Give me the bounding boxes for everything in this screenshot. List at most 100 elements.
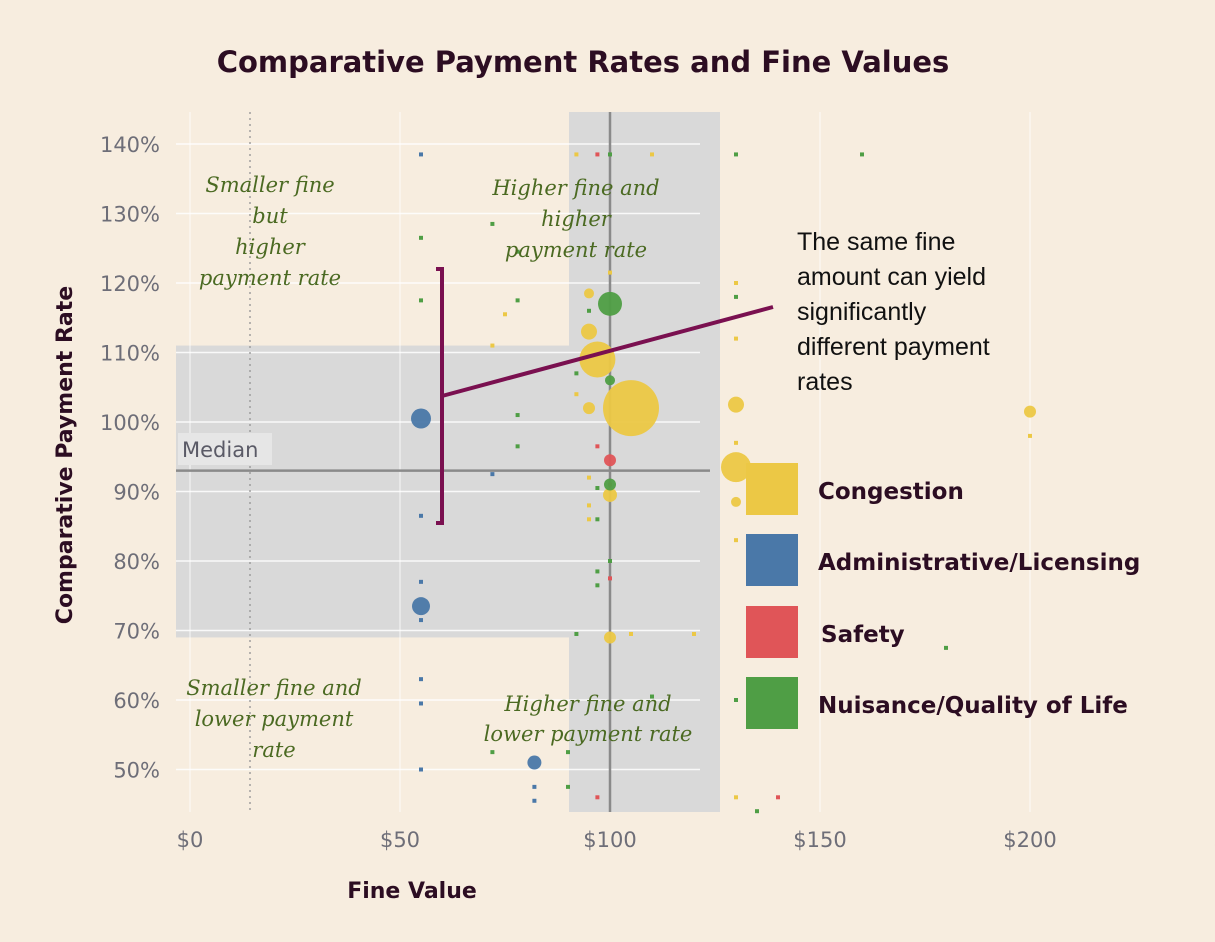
data-point	[419, 767, 423, 772]
annotation-bottom-left: lower payment	[195, 707, 354, 731]
annotation-bottom-left: Smaller fine and	[186, 676, 362, 700]
y-tick-label: 50%	[113, 759, 160, 783]
callout-text: amount can yield	[797, 263, 986, 291]
data-point	[608, 559, 612, 563]
data-point	[595, 795, 600, 800]
annotation-top-left: higher	[235, 235, 307, 259]
data-point	[566, 784, 570, 789]
data-point	[731, 496, 741, 507]
annotation-top-right: higher	[541, 207, 613, 231]
data-point	[587, 517, 591, 522]
data-point	[734, 294, 738, 299]
data-point	[944, 645, 948, 650]
legend-swatch	[746, 677, 798, 729]
y-tick-label: 70%	[113, 620, 160, 644]
annotation-bottom-right: Higher fine and	[503, 692, 671, 716]
data-point	[583, 402, 595, 415]
data-point	[532, 798, 537, 803]
y-tick-label: 100%	[100, 411, 160, 435]
y-tick-label: 110%	[100, 342, 160, 366]
data-point	[776, 795, 780, 800]
data-point	[595, 569, 600, 574]
data-point	[490, 750, 495, 755]
data-point	[650, 152, 654, 157]
data-point	[734, 440, 738, 445]
x-tick-label: $150	[793, 828, 846, 852]
callout-text: significantly	[797, 298, 927, 326]
data-point	[419, 298, 423, 303]
data-point	[1028, 433, 1032, 438]
y-tick-label: 60%	[113, 689, 160, 713]
data-point	[608, 576, 612, 581]
data-point	[721, 452, 751, 483]
y-tick-label: 120%	[100, 272, 160, 296]
legend-label: Nuisance/Quality of Life	[818, 693, 1128, 719]
data-point	[490, 221, 495, 226]
data-point	[574, 392, 579, 397]
data-point	[598, 291, 622, 316]
data-point	[419, 618, 423, 623]
data-point	[734, 152, 738, 157]
x-tick-label: $50	[380, 828, 420, 852]
data-point	[728, 396, 744, 413]
legend-swatch	[746, 463, 798, 515]
data-point	[419, 579, 423, 584]
y-tick-label: 140%	[100, 133, 160, 157]
data-point	[595, 583, 600, 588]
data-point	[604, 454, 616, 467]
annotation-top-left: but	[252, 204, 288, 228]
data-point	[515, 298, 520, 303]
legend-label: Safety	[821, 622, 905, 648]
data-point	[490, 472, 495, 477]
x-tick-label: $250	[1213, 828, 1215, 852]
annotation-bottom-left: rate	[252, 738, 295, 762]
y-axis-title: Comparative Payment Rate	[53, 286, 78, 624]
data-point	[584, 288, 594, 299]
data-point	[515, 413, 520, 418]
data-point	[515, 444, 520, 449]
data-point	[419, 152, 423, 157]
data-point	[734, 336, 738, 341]
annotation-top-right: Higher fine and	[491, 176, 659, 200]
data-point	[1024, 405, 1036, 418]
data-point	[734, 698, 738, 702]
data-point	[595, 517, 600, 522]
legend: Congestion Administrative/Licensing Safety…	[746, 463, 1140, 729]
median-label: Median	[182, 438, 258, 462]
data-point	[419, 701, 423, 706]
data-point	[574, 152, 579, 157]
annotation-bottom-right: lower payment rate	[484, 722, 693, 746]
data-point	[503, 312, 507, 317]
data-point	[574, 631, 579, 636]
x-tick-label: $200	[1003, 828, 1056, 852]
data-point	[587, 475, 591, 480]
data-point	[608, 152, 612, 157]
x-tick-label: $0	[177, 828, 204, 852]
data-point	[515, 249, 520, 254]
data-point	[412, 597, 430, 616]
data-point	[608, 270, 612, 275]
data-point	[603, 380, 659, 437]
callout-text: rates	[797, 368, 853, 396]
annotation-top-right: payment rate	[505, 238, 647, 262]
legend-label: Congestion	[818, 479, 964, 505]
annotation-top-left: Smaller fine	[205, 173, 334, 197]
callout-annotation: The same fine amount can yield significant…	[436, 228, 990, 525]
y-tick-label: 80%	[113, 550, 160, 574]
data-point	[527, 755, 542, 770]
data-point	[532, 784, 537, 789]
legend-label: Administrative/Licensing	[818, 550, 1140, 576]
data-point	[581, 323, 597, 340]
data-point	[419, 677, 423, 682]
quadrant-annotations: Smaller fine but higher payment rate Higher …	[186, 173, 692, 762]
y-tick-label: 90%	[113, 481, 160, 505]
data-point	[574, 371, 579, 376]
data-point	[595, 444, 600, 449]
chart-title: Comparative Payment Rates and Fine Value…	[217, 45, 950, 79]
data-point	[595, 152, 600, 157]
data-point	[734, 795, 738, 800]
data-point	[603, 487, 617, 502]
data-point	[595, 486, 600, 491]
data-point	[411, 408, 431, 429]
